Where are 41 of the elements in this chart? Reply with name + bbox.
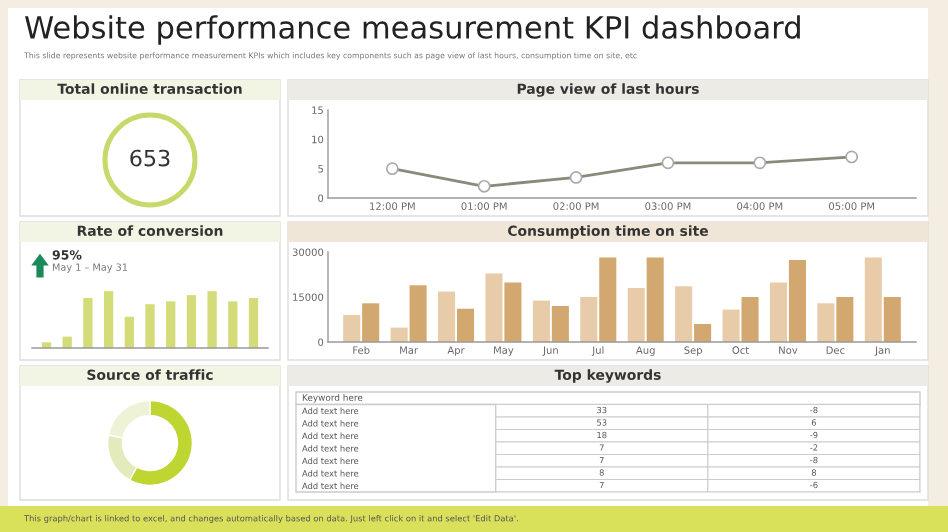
bar	[580, 297, 598, 342]
text: 653	[130, 149, 170, 167]
bar	[390, 327, 408, 342]
point	[845, 150, 859, 164]
point	[753, 156, 767, 170]
bar	[456, 308, 475, 342]
bar	[228, 301, 238, 348]
bar	[485, 273, 503, 342]
bar	[207, 291, 217, 348]
bar	[124, 316, 134, 348]
bar	[675, 286, 693, 342]
bar	[166, 301, 176, 348]
bar	[438, 291, 456, 342]
bar	[362, 303, 380, 342]
bar	[504, 282, 522, 342]
bar	[627, 288, 645, 342]
bar	[836, 297, 854, 342]
bar	[722, 309, 740, 342]
bar	[532, 300, 550, 342]
point	[569, 171, 583, 184]
bar	[551, 306, 569, 342]
bar	[248, 297, 259, 348]
bar	[83, 297, 93, 348]
bar	[864, 257, 882, 342]
bar	[769, 282, 788, 342]
point	[385, 162, 399, 176]
bar	[646, 257, 664, 342]
bar	[788, 260, 806, 342]
bar	[186, 295, 197, 348]
point	[477, 179, 491, 193]
bar	[694, 324, 712, 342]
bar	[599, 257, 617, 342]
bar	[883, 297, 901, 342]
bar	[817, 303, 835, 342]
point	[661, 156, 675, 170]
bar	[409, 285, 427, 342]
bar	[343, 315, 361, 342]
bar	[145, 304, 155, 348]
bar	[103, 291, 114, 348]
text: Website performance measurement KPI dashboard	[25, 15, 800, 45]
bar	[741, 297, 759, 342]
